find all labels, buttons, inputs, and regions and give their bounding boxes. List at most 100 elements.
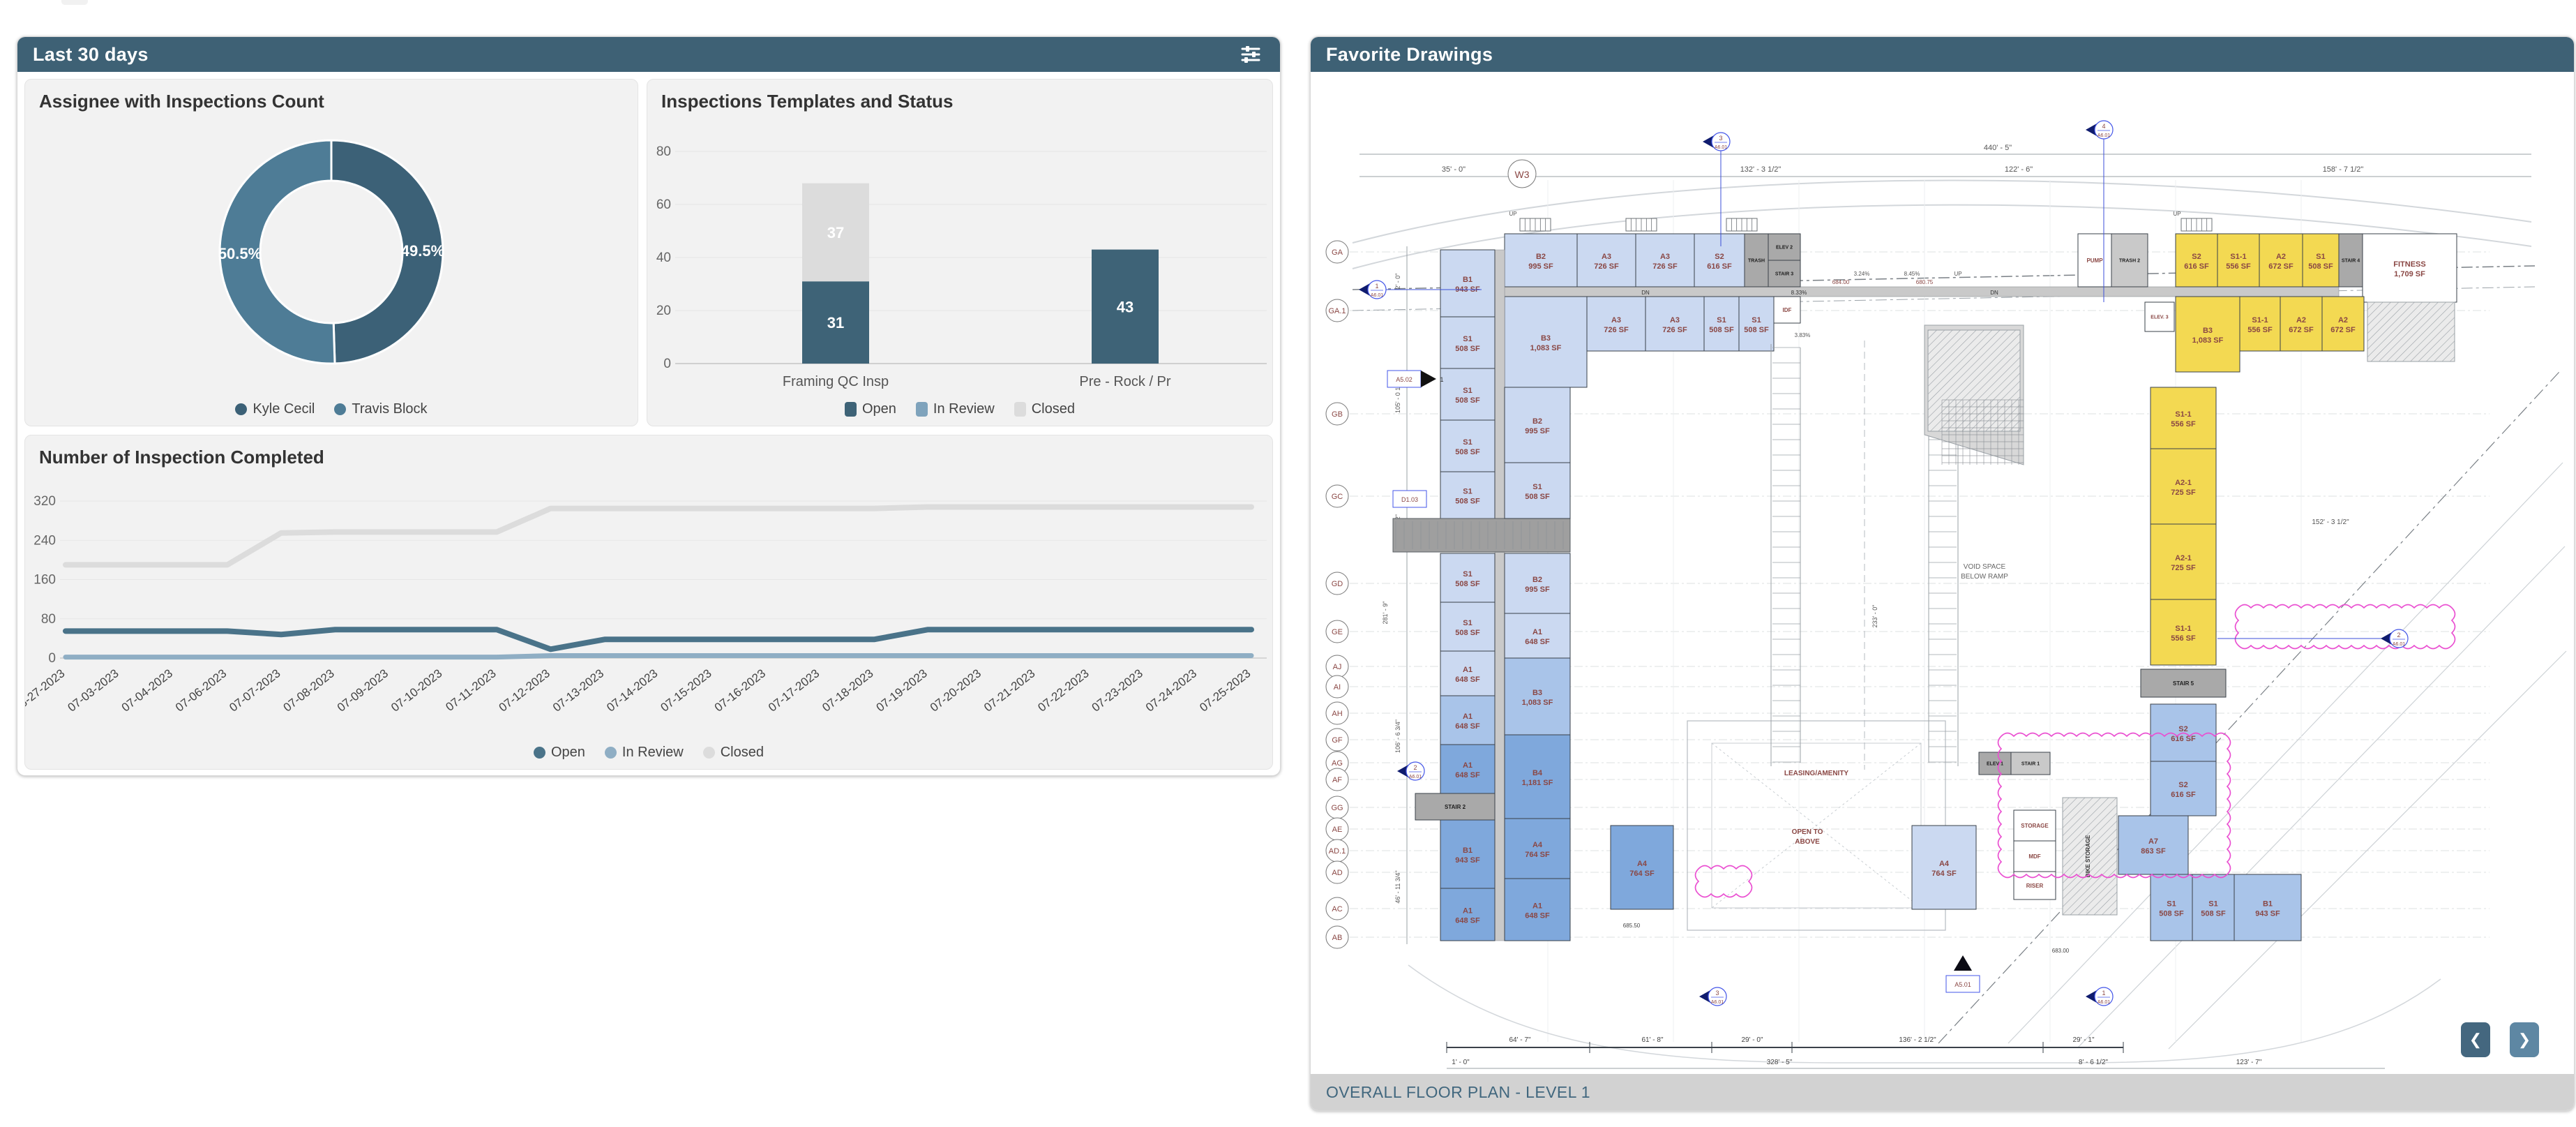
svg-text:556 SF: 556 SF bbox=[2171, 420, 2196, 428]
svg-text:3: 3 bbox=[1715, 990, 1719, 997]
legend-swatch bbox=[1014, 402, 1026, 417]
svg-text:S1: S1 bbox=[1463, 488, 1472, 496]
svg-text:122' - 6": 122' - 6" bbox=[2005, 165, 2033, 174]
legend-item: Open bbox=[844, 401, 896, 417]
svg-text:684.00: 684.00 bbox=[1832, 279, 1850, 285]
svg-text:A2: A2 bbox=[2276, 253, 2286, 261]
svg-text:07-13-2023: 07-13-2023 bbox=[550, 666, 606, 715]
svg-text:863 SF: 863 SF bbox=[2141, 847, 2166, 856]
svg-text:1: 1 bbox=[2102, 990, 2105, 997]
svg-text:1: 1 bbox=[1375, 283, 1378, 290]
svg-text:764 SF: 764 SF bbox=[1629, 869, 1655, 878]
svg-text:726 SF: 726 SF bbox=[1662, 326, 1687, 334]
svg-text:1,083 SF: 1,083 SF bbox=[1530, 344, 1562, 352]
panel-title: Last 30 days bbox=[33, 43, 149, 65]
svg-text:726 SF: 726 SF bbox=[1594, 262, 1619, 271]
svg-text:A3: A3 bbox=[1611, 316, 1621, 324]
svg-text:672 SF: 672 SF bbox=[2289, 326, 2314, 334]
svg-text:AH: AH bbox=[1332, 710, 1342, 718]
svg-text:A6.01: A6.01 bbox=[1409, 775, 1422, 779]
svg-text:43: 43 bbox=[1117, 298, 1133, 315]
legend-item: Closed bbox=[1014, 401, 1075, 417]
svg-text:S1-1: S1-1 bbox=[2175, 410, 2191, 419]
svg-text:672 SF: 672 SF bbox=[2268, 262, 2293, 271]
svg-text:GA.1: GA.1 bbox=[1328, 307, 1346, 315]
svg-text:B3: B3 bbox=[1541, 334, 1551, 343]
svg-text:106' - 6 3/4": 106' - 6 3/4" bbox=[1394, 719, 1401, 753]
svg-text:A6.01: A6.01 bbox=[2097, 133, 2110, 138]
drawing-title: OVERALL FLOOR PLAN - LEVEL 1 bbox=[1326, 1082, 1590, 1101]
svg-text:2: 2 bbox=[2397, 632, 2400, 639]
svg-text:508 SF: 508 SF bbox=[1455, 345, 1480, 353]
last-30-days-body: Assignee with Inspections Count 49.5% 50.… bbox=[17, 72, 1280, 775]
svg-text:S1: S1 bbox=[2167, 900, 2176, 909]
svg-text:S1-1: S1-1 bbox=[2175, 625, 2191, 633]
svg-text:50.5%: 50.5% bbox=[218, 245, 262, 262]
prev-drawing-button[interactable]: ❮ bbox=[2461, 1022, 2490, 1057]
svg-text:07-06-2023: 07-06-2023 bbox=[173, 666, 229, 715]
svg-text:OPEN TO: OPEN TO bbox=[1792, 828, 1823, 836]
filter-sliders-icon[interactable] bbox=[1237, 42, 1265, 67]
legend-item: Closed bbox=[702, 745, 764, 761]
svg-text:1,083 SF: 1,083 SF bbox=[1522, 699, 1553, 707]
svg-text:35' - 0": 35' - 0" bbox=[1442, 165, 1466, 174]
svg-text:46' - 11 3/4": 46' - 11 3/4" bbox=[1394, 870, 1401, 903]
svg-text:240: 240 bbox=[33, 533, 56, 548]
svg-text:S1: S1 bbox=[1717, 316, 1726, 324]
svg-text:80: 80 bbox=[656, 144, 671, 159]
svg-text:PUMP: PUMP bbox=[2086, 258, 2103, 264]
svg-text:328' - 5": 328' - 5" bbox=[1767, 1059, 1793, 1066]
next-drawing-button[interactable]: ❯ bbox=[2510, 1022, 2539, 1057]
svg-text:A2-1: A2-1 bbox=[2175, 479, 2192, 487]
svg-text:132' - 3 1/2": 132' - 3 1/2" bbox=[1740, 165, 1782, 174]
svg-text:ELEV 1: ELEV 1 bbox=[1987, 762, 2003, 767]
svg-text:07-18-2023: 07-18-2023 bbox=[820, 666, 875, 715]
svg-text:648 SF: 648 SF bbox=[1455, 722, 1480, 731]
svg-text:995 SF: 995 SF bbox=[1528, 262, 1553, 271]
assignee-donut-chart: 49.5% 50.5% bbox=[218, 139, 444, 365]
svg-text:508 SF: 508 SF bbox=[2201, 910, 2226, 918]
svg-text:725 SF: 725 SF bbox=[2171, 564, 2196, 572]
svg-text:IDF: IDF bbox=[1783, 307, 1792, 313]
floor-plan-drawing[interactable]: GA GA.1 GB GC GD GE AJ AI AH GF AG AF GG AE AD.1 AD AC AB… bbox=[1311, 72, 2574, 1074]
svg-text:49.5%: 49.5% bbox=[401, 242, 444, 260]
svg-text:AF: AF bbox=[1332, 776, 1342, 784]
favorite-drawings-header: Favorite Drawings bbox=[1311, 37, 2574, 72]
svg-text:GG: GG bbox=[1331, 804, 1343, 812]
legend-item: Open bbox=[533, 745, 585, 761]
svg-text:07-15-2023: 07-15-2023 bbox=[658, 666, 714, 715]
svg-text:GA: GA bbox=[1332, 248, 1343, 257]
svg-text:TRASH 2: TRASH 2 bbox=[2119, 259, 2140, 264]
svg-text:8.33%: 8.33% bbox=[1791, 290, 1807, 296]
svg-text:1,709 SF: 1,709 SF bbox=[2394, 270, 2425, 278]
svg-text:A2-1: A2-1 bbox=[2175, 554, 2192, 562]
svg-text:Framing QC Insp: Framing QC Insp bbox=[783, 374, 889, 389]
svg-text:B1: B1 bbox=[1463, 846, 1472, 855]
svg-text:31: 31 bbox=[827, 314, 844, 331]
legend-swatch bbox=[604, 747, 617, 759]
svg-text:MDF: MDF bbox=[2028, 853, 2040, 860]
svg-text:4: 4 bbox=[2102, 123, 2105, 130]
svg-text:07-24-2023: 07-24-2023 bbox=[1143, 666, 1199, 715]
svg-text:BIKE STORAGE: BIKE STORAGE bbox=[2085, 835, 2091, 877]
svg-text:A4: A4 bbox=[1532, 841, 1543, 849]
svg-text:152' - 3 1/2": 152' - 3 1/2" bbox=[2312, 518, 2349, 526]
svg-text:556 SF: 556 SF bbox=[2171, 634, 2196, 643]
svg-text:B1: B1 bbox=[1463, 276, 1472, 284]
svg-text:995 SF: 995 SF bbox=[1525, 585, 1550, 594]
legend-item: In Review bbox=[604, 745, 684, 761]
svg-text:648 SF: 648 SF bbox=[1455, 676, 1480, 684]
card-inspections-completed: Number of Inspection Completed 0 80 160 240… bbox=[24, 435, 1273, 770]
svg-text:616 SF: 616 SF bbox=[2184, 262, 2209, 271]
svg-text:S1: S1 bbox=[1463, 619, 1472, 627]
svg-text:37: 37 bbox=[827, 224, 844, 241]
svg-text:A1: A1 bbox=[1532, 628, 1542, 636]
panel-title: Favorite Drawings bbox=[1326, 43, 1493, 65]
svg-text:B3: B3 bbox=[1532, 689, 1542, 697]
svg-text:STORAGE: STORAGE bbox=[2021, 823, 2049, 829]
svg-text:AE: AE bbox=[1332, 826, 1343, 834]
svg-text:UP: UP bbox=[2173, 211, 2180, 217]
svg-text:S1: S1 bbox=[1463, 335, 1472, 343]
svg-text:726 SF: 726 SF bbox=[1604, 326, 1629, 334]
svg-text:2' - 0": 2' - 0" bbox=[1394, 274, 1401, 290]
